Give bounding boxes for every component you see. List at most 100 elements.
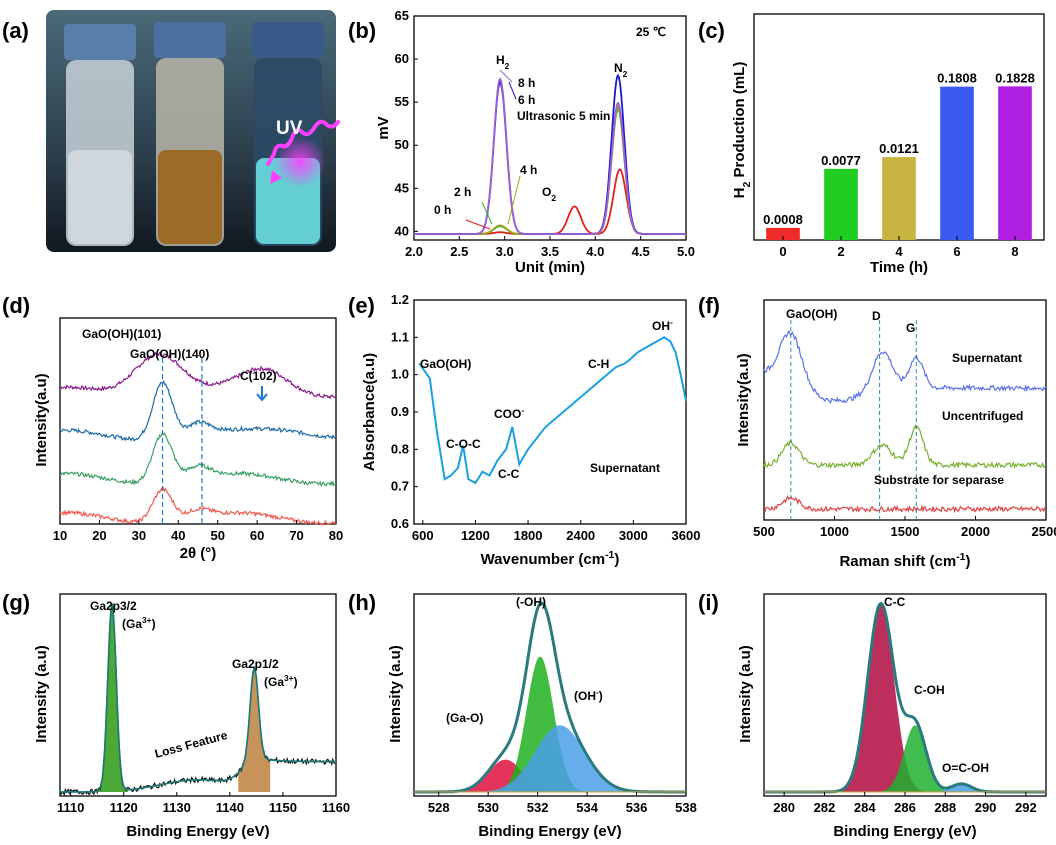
chart-d-xtick-label: 60 [250,528,264,543]
chart-d-xtick-label: 80 [329,528,343,543]
chart-h-xtick-label: 538 [675,800,697,815]
panel-label-h: (h) [348,590,376,615]
chart-g-p2-state-label-part: 3+ [284,673,294,683]
chart-f-legend-uncentrifuged: Uncentrifuged [942,409,1023,423]
chart-e-xtick-label: 1800 [514,528,543,543]
vial-2 [154,22,226,246]
chart-f-xtick-label: 500 [753,524,775,539]
chart-e-cc-label: C-C [498,467,520,481]
chart-f-legend-supernatant: Supernatant [952,351,1022,365]
chart-b-0h-pointer [465,219,491,230]
chart-i-xtick-label: 282 [814,800,836,815]
chart-c-xtick-label: 8 [1011,244,1018,259]
chart-b-ytick-label: 65 [395,8,409,23]
chart-c-bar-2 [824,168,858,240]
chart-b-xtick-label: 2.0 [405,244,423,259]
chart-c-value-label-2: 0.0077 [821,153,861,168]
chart-g-xtick-label: 1160 [322,800,350,815]
chart-b-xtick-label: 3.5 [541,244,559,259]
chart-e-ytick-label: 1.1 [391,329,409,344]
chart-b-series-1 [414,107,686,235]
chart-d-series-2 [59,432,337,488]
chart-i-xtick-label: 288 [934,800,956,815]
chart-h-ohm-label: (OH-) [574,687,603,703]
chart-g-raw-line [59,603,336,797]
chart-c-ylabel-part: H [731,188,748,199]
chart-e-xtick-label: 2400 [566,528,595,543]
chart-h-xlabel: Binding Energy (eV) [478,823,621,840]
chart-b-series-0 [414,168,686,235]
chart-b-h2-label: H2 [496,53,510,71]
chart-b-ytick-label: 60 [395,51,409,66]
chart-f-xlabel-part: ) [966,553,971,570]
panel-label-i: (i) [698,590,719,615]
chart-c-xtick-label: 6 [953,244,960,259]
chart-b-4h-pointer [507,175,521,225]
chart-d-ylabel: Intensity(a.u) [33,373,50,466]
chart-h-oh-label: (-OH) [516,595,546,609]
chart-d-series-1 [59,379,337,442]
chart-e-ytick-label: 1.0 [391,367,409,382]
chart-h-xtick-label: 528 [428,800,450,815]
panel-label-e: (e) [348,293,375,318]
chart-f-xlabel: Raman shift (cm-1) [839,551,970,570]
chart-b-ytick-label: 55 [395,94,409,109]
chart-e-xlabel: Wavenumber (cm-1) [481,549,620,568]
chart-e-coo-label-part: COO [494,407,521,421]
chart-h-ylabel: Intensity (a.u) [387,645,404,743]
chart-i-xtick-label: 284 [854,800,876,815]
chart-e-coo-label: COO- [494,405,524,421]
chart-b-ytick-label: 45 [395,180,409,195]
chart-h-frame [413,593,687,797]
chart-g-xtick-label: 1140 [216,800,244,815]
chart-g-xtick-label: 1120 [110,800,138,815]
chart-e-oh-label-part: - [670,317,673,327]
chart-c-bar-4 [882,157,916,240]
panel-label-a: (a) [2,18,29,43]
chart-h-gao-label: (Ga-O) [446,711,483,725]
liquid-2 [158,150,222,244]
chart-f-xtick-label: 1000 [820,524,849,539]
chart-b-n2-label: N2 [614,61,628,79]
chart-h-xtick-label: 530 [477,800,499,815]
chart-i-xlabel: Binding Energy (eV) [833,823,976,840]
chart-i-ylabel: Intensity (a.u) [737,645,754,743]
chart-d-xtick-label: 40 [171,528,185,543]
chart-g-p2-label: Ga2p1/2 [232,657,279,671]
chart-h-xtick-label: 536 [626,800,648,815]
chart-e-oh-label: OH- [652,317,673,333]
chart-b-8h-label: 8 h [518,76,535,90]
chart-e-xtick-label: 3000 [619,528,648,543]
chart-c-xlabel: Time (h) [870,259,928,276]
chart-c-ylabel: H2 Production (mL) [731,62,753,199]
chart-g-p1-state-label: (Ga3+) [122,615,156,631]
chart-e-ch-label: C-H [588,357,609,371]
chart-c-value-label-4: 0.0121 [879,141,919,156]
chart-b-xtick-label: 4.0 [586,244,604,259]
uv-wave-icon [266,119,340,166]
chart-d-xlabel: 2θ (°) [180,545,217,562]
chart-b-ytick-label: 40 [395,223,409,238]
chart-g-peak-fill-0 [96,603,128,792]
chart-f-xtick-label: 2500 [1032,524,1056,539]
chart-d-peak-140-label: GaO(OH)(140) [130,347,209,361]
chart-e-xlabel-part: -1 [605,549,614,561]
chart-e-gaooh-label: GaO(OH) [420,357,471,371]
chart-d-series-3 [59,486,337,526]
chart-e-oh-label-part: OH [652,319,670,333]
vial-1 [64,24,136,246]
chart-f-legend-substrate: Substrate for separase [874,473,1004,487]
chart-i-cc-label: C-C [884,595,906,609]
chart-g-p1-label: Ga2p3/2 [90,599,137,613]
chart-c: 0.0008 0 0.0077 2 0.0121 4 0.1808 6 0.1828 8 Time … [731,13,1045,276]
chart-c-xtick-label: 2 [837,244,844,259]
chart-b-8h-pointer [499,69,513,83]
chart-c-value-label-8: 0.1828 [995,70,1035,85]
chart-i-coh-label: C-OH [914,683,945,697]
chart-i-component-2 [921,783,1002,792]
chart-g-frame [59,593,337,797]
chart-e-xtick-label: 1200 [461,528,490,543]
chart-d-peak-101-label: GaO(OH)(101) [82,327,161,341]
chart-e-ylabel: Absorbance(a.u) [361,353,378,471]
